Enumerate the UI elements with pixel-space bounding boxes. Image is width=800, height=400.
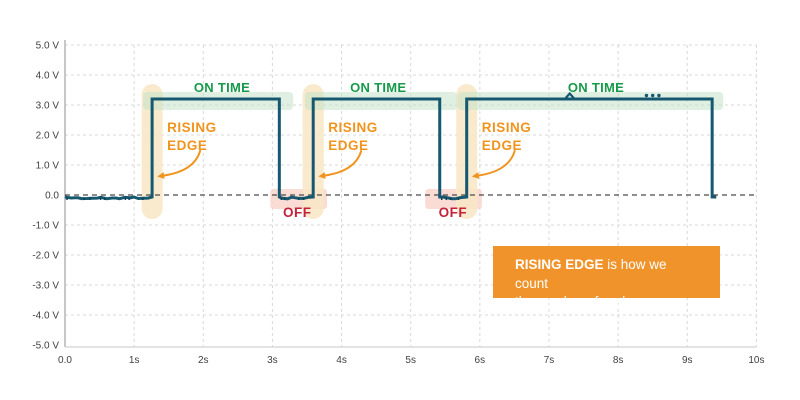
x-tick-label: 6s <box>475 355 486 366</box>
on-time-label: ON TIME <box>350 80 406 95</box>
baseline-noise-ticks <box>66 197 460 200</box>
off-label: OFF <box>283 205 312 220</box>
x-tick-label: 7s <box>544 355 555 366</box>
x-tick-label: 9s <box>682 355 693 366</box>
x-tick-label: 5s <box>405 355 416 366</box>
x-tick-label: 3s <box>267 355 278 366</box>
y-tick-label: -1.0 V <box>32 221 59 232</box>
glitch-dot <box>650 93 655 98</box>
callout-box: RISING EDGE is how we count the number o… <box>493 246 720 309</box>
rising-edge-arrowhead <box>157 172 165 179</box>
callout-text-bold: RISING EDGE <box>515 257 604 272</box>
y-tick-label: -4.0 V <box>32 311 59 322</box>
rising-edge-arrow <box>163 150 202 177</box>
y-tick-label: -3.0 V <box>32 281 59 292</box>
off-label: OFF <box>439 205 468 220</box>
rising-edge-arrow <box>477 150 516 177</box>
x-tick-label: 2s <box>198 355 209 366</box>
on-time-band <box>457 92 724 110</box>
rising-edge-label-line1: RISING <box>482 120 532 135</box>
on-time-label: ON TIME <box>568 80 624 95</box>
rising-edge-arrowhead <box>471 172 480 179</box>
glitch-dot <box>644 93 649 98</box>
rising-edge-label-line2: EDGE <box>167 138 207 153</box>
x-tick-label: 1s <box>129 355 140 366</box>
callout-text-line2: the number of cycle. <box>515 294 637 309</box>
rising-edge-label-line1: RISING <box>167 120 217 135</box>
y-tick-label: 1.0 V <box>36 161 60 172</box>
x-tick-label: 10s <box>748 355 764 366</box>
on-time-band <box>143 92 294 110</box>
on-time-label: ON TIME <box>194 80 250 95</box>
y-tick-label: -2.0 V <box>32 251 59 262</box>
glitch-caret <box>564 91 575 100</box>
on-time-band <box>304 92 458 110</box>
waveform-line <box>64 97 717 201</box>
rising-edge-label-line2: EDGE <box>482 138 522 153</box>
x-tick-label: 8s <box>613 355 624 366</box>
x-tick-label: 0.0 <box>58 355 72 366</box>
y-tick-label: 2.0 V <box>36 131 60 142</box>
rising-edge-arrow <box>324 150 363 177</box>
y-tick-label: -5.0 V <box>32 341 59 352</box>
callout-text: is how we count <box>515 257 667 291</box>
rising-edge-label-line2: EDGE <box>328 138 368 153</box>
rising-edge-label-line1: RISING <box>328 120 378 135</box>
x-tick-label: 4s <box>336 355 347 366</box>
y-tick-label: 0.0 <box>45 191 59 202</box>
rising-edge-arrowhead <box>318 172 326 179</box>
y-tick-label: 3.0 V <box>36 101 60 112</box>
y-tick-label: 5.0 V <box>36 41 60 52</box>
glitch-dot <box>657 93 661 98</box>
y-tick-label: 4.0 V <box>36 71 60 82</box>
